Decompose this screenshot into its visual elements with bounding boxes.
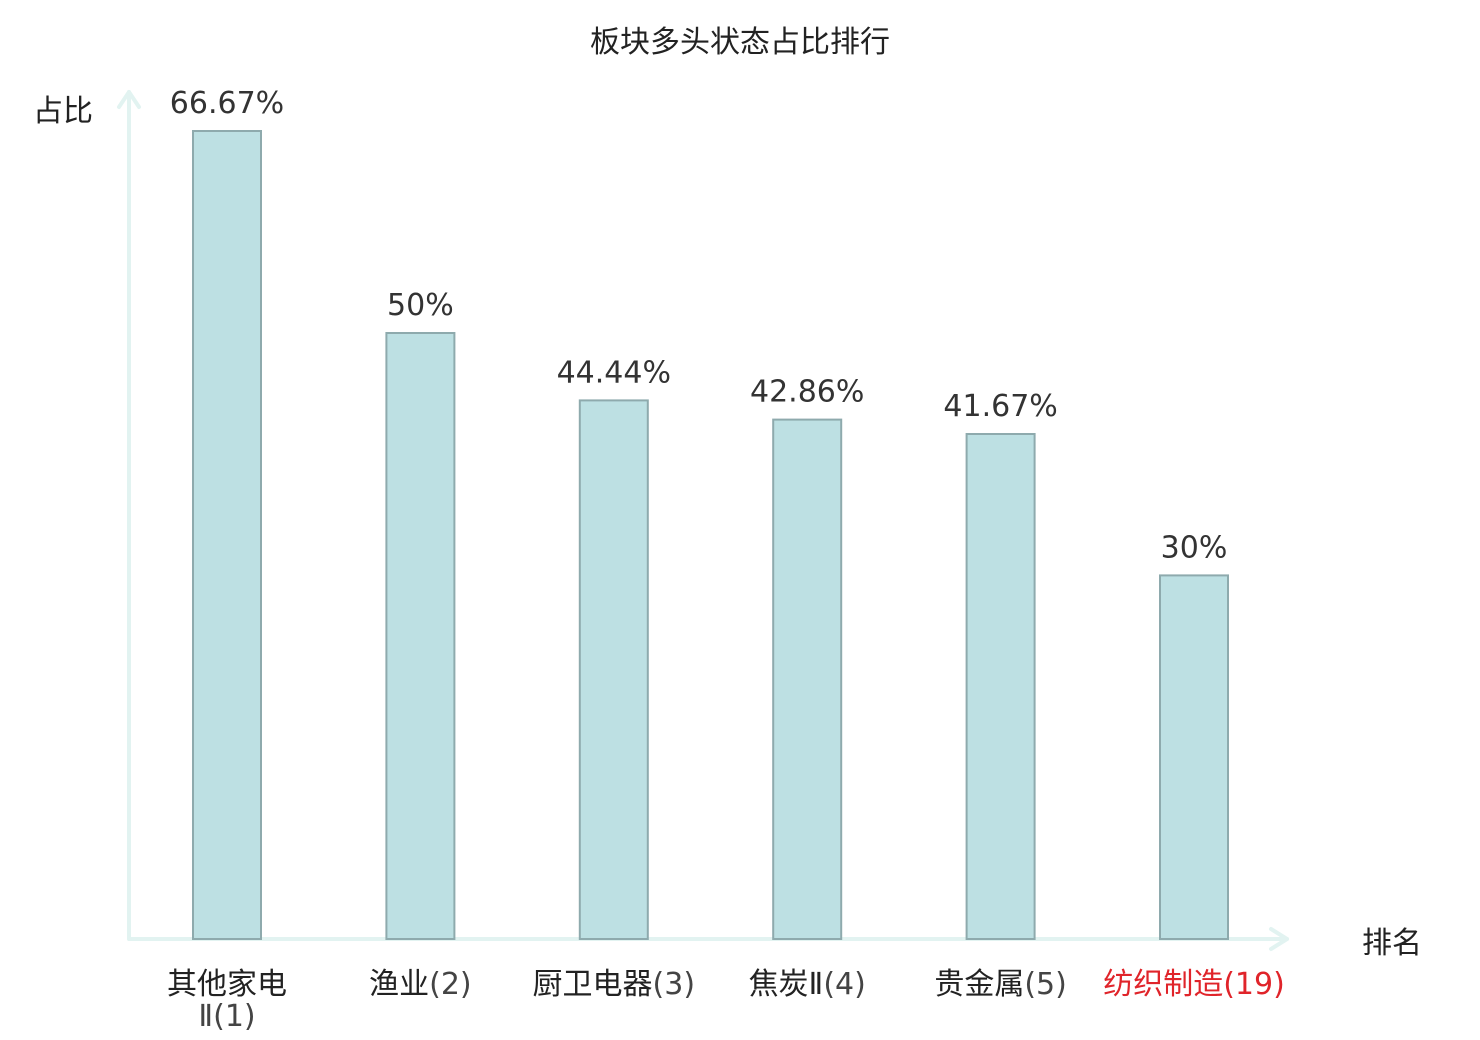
x-tick-label: Ⅱ(1)	[198, 999, 255, 1034]
x-tick-label: 贵金属(5)	[934, 967, 1067, 1002]
bar	[385, 332, 456, 940]
bar	[578, 399, 649, 940]
data-label: 44.44%	[557, 355, 671, 390]
bar	[772, 418, 843, 941]
bars-group	[192, 130, 1229, 941]
data-label: 66.67%	[170, 86, 284, 121]
bar	[1159, 574, 1229, 941]
bar	[192, 130, 262, 940]
y-axis	[117, 90, 141, 941]
data-label: 30%	[1161, 530, 1228, 565]
bar	[965, 433, 1036, 940]
y-axis-label: 占比	[33, 94, 93, 129]
x-axis-label: 排名	[1362, 926, 1422, 961]
chart-title: 板块多头状态占比排行	[590, 25, 890, 60]
x-tick-label: 厨卫电器(3)	[533, 967, 696, 1002]
x-tick-label: 其他家电	[167, 967, 287, 1002]
data-label: 41.67%	[943, 389, 1057, 424]
x-tick-label: 纺织制造(19)	[1103, 967, 1285, 1002]
data-labels-group: 66.67% 50% 44.44% 42.86% 41.67% 30%	[170, 86, 1228, 565]
x-tick-label: 焦炭Ⅱ(4)	[749, 967, 866, 1002]
x-axis	[127, 927, 1289, 951]
data-label: 42.86%	[750, 375, 864, 410]
data-label: 50%	[387, 288, 454, 323]
x-tick-label: 渔业(2)	[369, 967, 472, 1002]
